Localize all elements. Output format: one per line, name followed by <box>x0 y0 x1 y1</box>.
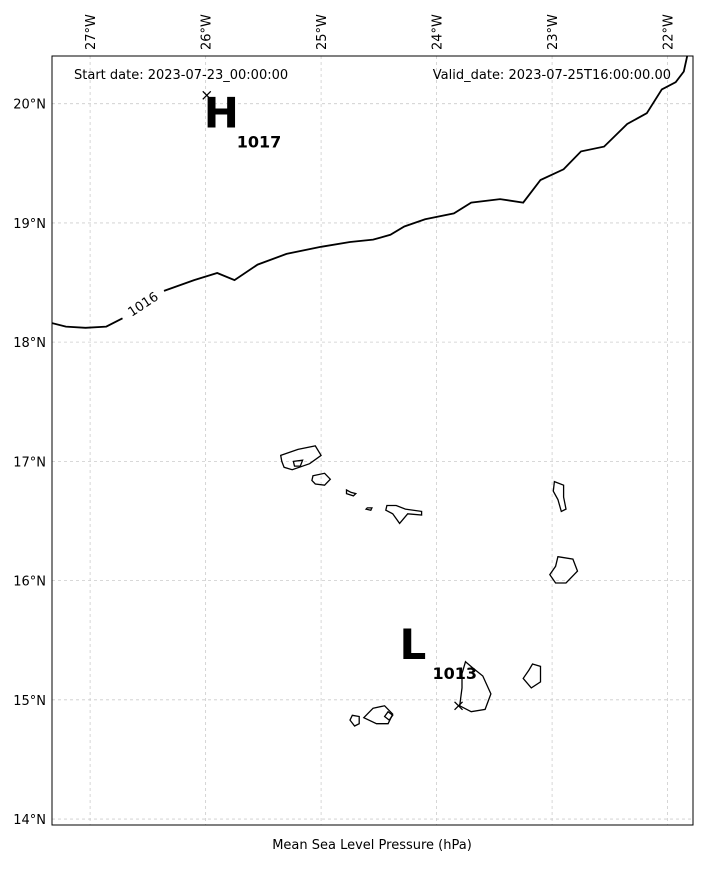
island-sal <box>552 480 567 513</box>
high-pressure-symbol: H <box>204 88 239 137</box>
pressure-center-value: 1013 <box>433 664 478 683</box>
island-contour-fogo <box>383 710 394 722</box>
low-pressure-symbol: L <box>400 620 427 669</box>
isobar-1016-east <box>163 56 689 292</box>
island-santiago <box>458 660 492 713</box>
lat-tick-label: 19°N <box>13 217 46 232</box>
island-maio <box>522 663 542 689</box>
island-sao-nicolau <box>385 504 423 525</box>
lon-tick-label: 22°W <box>662 14 677 50</box>
start-date-label: Start date: 2023-07-23_00:00:00 <box>74 68 288 83</box>
isobar-level-label: 1016 <box>126 290 162 321</box>
island-fogo <box>362 705 394 725</box>
lat-tick-label: 16°N <box>13 575 46 590</box>
pressure-center-marker <box>454 701 464 711</box>
lat-tick-label: 15°N <box>13 694 46 709</box>
lon-tick-label: 23°W <box>546 14 561 50</box>
gridlines <box>52 56 693 825</box>
island-sao-vicente <box>311 472 332 486</box>
isobars: 1016 <box>52 56 689 329</box>
island-raso <box>364 507 373 511</box>
map-caption: Mean Sea Level Pressure (hPa) <box>272 838 472 853</box>
island-santo-antao <box>279 445 322 471</box>
isobar-1016-west <box>52 317 123 329</box>
longitude-tick-labels: 27°W 26°W 25°W 24°W 23°W 22°W <box>84 14 676 50</box>
island-santa-luzia <box>345 488 358 497</box>
pressure-center-value: 1017 <box>237 132 282 151</box>
lon-tick-label: 25°W <box>315 14 330 50</box>
lon-tick-label: 26°W <box>200 14 215 50</box>
island-brava <box>349 714 360 727</box>
map-frame <box>51 55 694 826</box>
coastlines <box>279 445 579 727</box>
valid-date-label: Valid_date: 2023-07-25T16:00:00.00 <box>433 68 671 83</box>
lon-tick-label: 24°W <box>431 14 446 50</box>
island-boa-vista <box>549 555 579 584</box>
lon-tick-label: 27°W <box>84 14 99 50</box>
latitude-tick-labels: 20°N 19°N 18°N 17°N 16°N 15°N 14°N <box>13 98 46 828</box>
lat-tick-label: 18°N <box>13 336 46 351</box>
lat-tick-label: 14°N <box>13 813 46 828</box>
island-contour-santo-antao <box>292 459 304 467</box>
pressure-center-marker <box>202 90 212 100</box>
lat-tick-label: 20°N <box>13 98 46 113</box>
lat-tick-label: 17°N <box>13 455 46 470</box>
